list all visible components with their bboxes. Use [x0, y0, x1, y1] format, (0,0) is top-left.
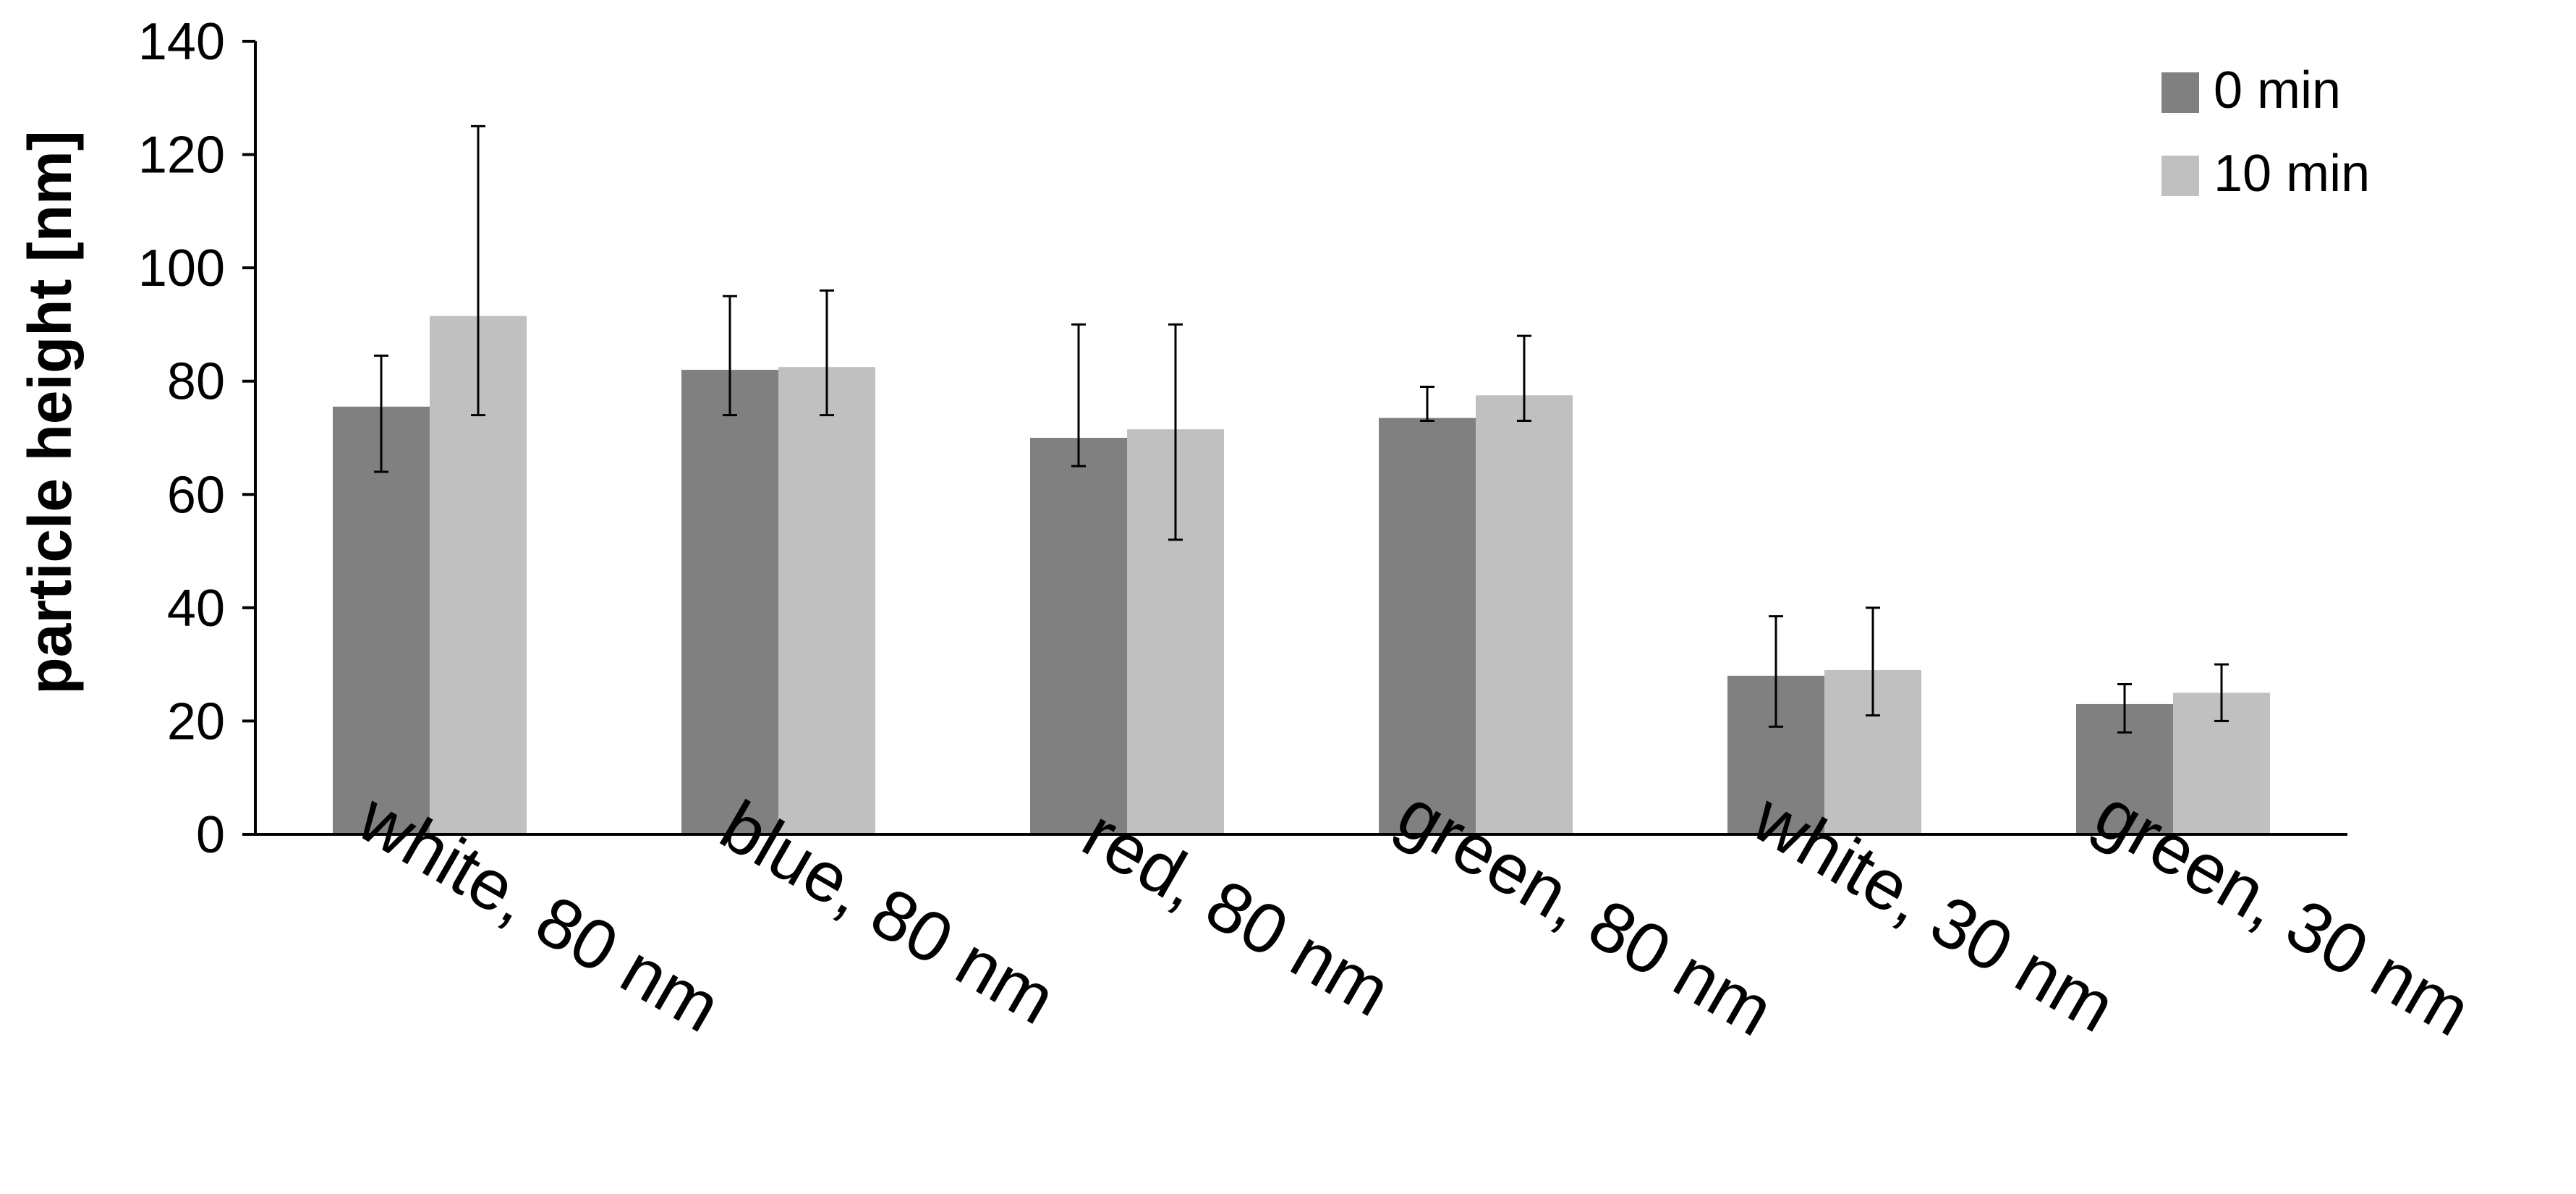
- bar-0-min-4: [1379, 418, 1476, 834]
- x-category-label: blue, 80 nm: [708, 785, 1068, 1039]
- y-tick-label: 80: [167, 353, 225, 411]
- x-category-label: red, 80 nm: [1071, 793, 1404, 1031]
- y-tick-label: 20: [167, 693, 225, 750]
- legend-label: 10 min: [2214, 145, 2370, 203]
- y-tick-label: 60: [167, 466, 225, 524]
- bar-0-min-2: [681, 370, 778, 834]
- y-axis-label: particle height [nm]: [16, 130, 84, 694]
- y-tick-label: 40: [167, 580, 225, 638]
- x-category-label: white, 80 nm: [345, 777, 734, 1048]
- y-tick-label: 120: [138, 127, 225, 185]
- y-tick-label: 140: [138, 13, 225, 71]
- legend: 0 min 10 min: [2161, 62, 2370, 203]
- bars: [333, 316, 2270, 835]
- legend-swatch: [2161, 72, 2199, 113]
- x-category-label: green, 80 nm: [1385, 774, 1786, 1051]
- y-tick-label: 0: [196, 806, 225, 864]
- bar-0-min-3: [1030, 438, 1127, 834]
- x-category-label: white, 30 nm: [1740, 777, 2128, 1048]
- y-axis-ticks: 0 20 40 60 80 100 120 140: [138, 13, 255, 864]
- bar-0-min-1: [333, 406, 430, 834]
- error-bars: [374, 124, 2229, 734]
- x-category-label: green, 30 nm: [2082, 774, 2483, 1051]
- legend-swatch: [2161, 156, 2199, 196]
- bar-10-min-2: [778, 367, 875, 835]
- legend-label: 0 min: [2214, 62, 2341, 119]
- y-tick-label: 100: [138, 240, 225, 297]
- bar-10-min-4: [1476, 395, 1573, 834]
